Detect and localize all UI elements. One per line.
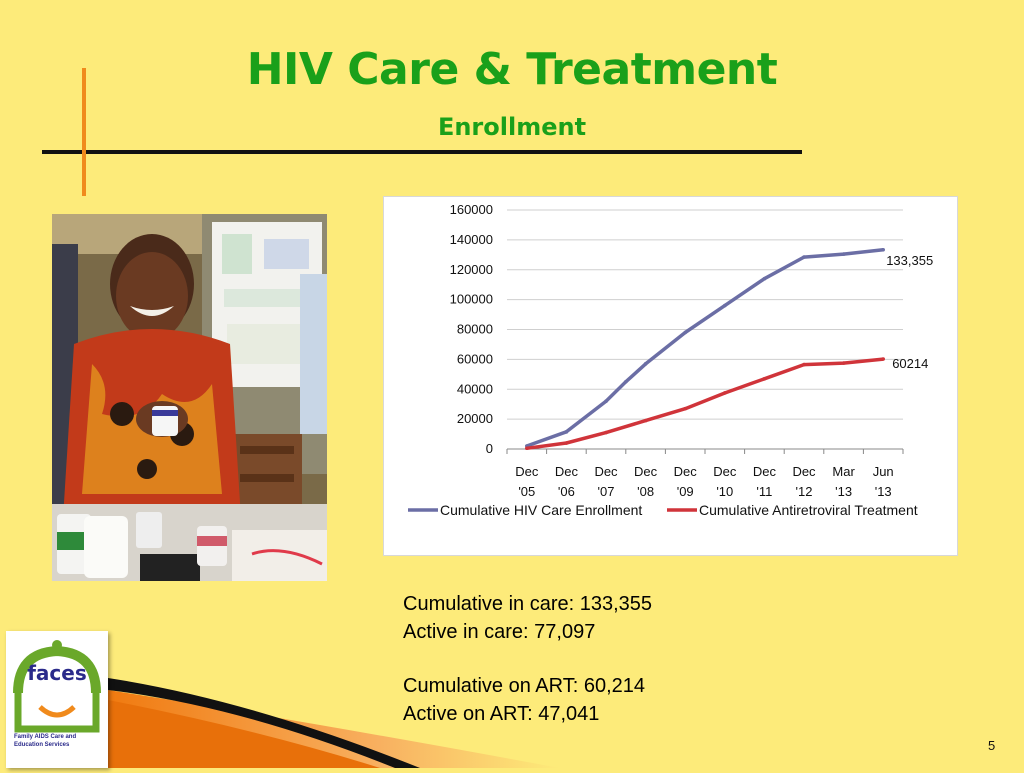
y-tick-label: 140000 <box>450 232 493 247</box>
logo-caption: Family AIDS Care and Education Services <box>14 734 77 748</box>
data-point <box>643 418 648 423</box>
data-point <box>881 248 885 252</box>
data-point <box>604 399 608 403</box>
x-tick-label: '13 <box>875 484 892 499</box>
x-tick-label: Dec <box>713 464 737 479</box>
x-tick-label: Dec <box>515 464 539 479</box>
slide-subtitle: Enrollment <box>437 113 587 141</box>
x-tick-label: '10 <box>716 484 733 499</box>
data-point <box>624 379 628 384</box>
data-point <box>762 276 767 281</box>
logo-wordmark: faces <box>27 661 87 685</box>
legend-label: Cumulative HIV Care Enrollment <box>440 502 642 518</box>
chart-canvas: 0 20000 40000 60000 80000 100000 120000 140000 1… <box>408 202 933 518</box>
x-tick-label: Dec <box>753 464 777 479</box>
cumulative-in-care-text: Cumulative in care: 133,355 <box>403 593 653 615</box>
y-tick-label: 160000 <box>450 202 493 217</box>
woman-holding-medicine-photo <box>52 214 327 581</box>
stats-block: Cumulative in care: 133,355 Active in ca… <box>403 590 652 728</box>
y-tick-label: 100000 <box>450 292 493 307</box>
data-point <box>881 357 885 361</box>
x-tick-label: '11 <box>756 484 772 499</box>
series-line <box>526 357 884 451</box>
slide-title: HIV Care & Treatment <box>246 44 778 95</box>
x-tick-label: '07 <box>598 484 615 499</box>
x-tick-label: Dec <box>594 464 618 479</box>
legend-label: Cumulative Antiretroviral Treatment <box>699 502 918 518</box>
x-tick-label: '09 <box>677 484 694 499</box>
data-point <box>604 430 608 435</box>
x-tick-label: Dec <box>555 464 579 479</box>
cumulative-on-art-text: Cumulative on ART: 60,214 <box>403 675 646 697</box>
stats-spacer <box>403 646 652 672</box>
y-tick-label: 40000 <box>457 381 493 396</box>
x-tick-label: '12 <box>796 484 813 499</box>
x-tick-label: Dec <box>634 464 658 479</box>
x-tick-label: '05 <box>518 484 535 499</box>
y-tick-label: 60000 <box>457 351 493 366</box>
x-tick-label: Jun <box>873 464 894 479</box>
enrollment-line-chart: 0 20000 40000 60000 80000 100000 120000 140000 1… <box>383 196 958 556</box>
data-label: 133,355 <box>886 253 933 268</box>
data-point <box>683 330 687 335</box>
data-label: 60214 <box>892 356 928 371</box>
data-point <box>723 391 727 395</box>
x-tick-label: '13 <box>835 484 852 499</box>
series-line <box>526 248 884 448</box>
active-on-art-text: Active on ART: 47,041 <box>403 703 600 725</box>
x-tick-label: Dec <box>674 464 698 479</box>
data-point <box>683 406 687 411</box>
data-point <box>564 430 569 434</box>
data-point <box>643 362 648 366</box>
title-accent-bar <box>82 68 86 196</box>
x-tick-label: Mar <box>832 464 855 479</box>
x-tick-label: '06 <box>558 484 575 499</box>
faces-logo-icon <box>13 640 101 733</box>
data-point <box>802 362 806 367</box>
y-tick-label: 120000 <box>450 262 493 277</box>
data-point <box>841 361 846 365</box>
data-point <box>723 303 727 308</box>
active-in-care-text: Active in care: 77,097 <box>403 621 596 643</box>
y-tick-label: 0 <box>486 441 493 456</box>
data-point <box>564 441 569 445</box>
data-point <box>525 446 529 451</box>
x-tick-label: Dec <box>792 464 816 479</box>
page-number: 5 <box>988 738 996 753</box>
x-tick-label: '08 <box>637 484 654 499</box>
y-tick-label: 80000 <box>457 322 493 337</box>
y-tick-label: 20000 <box>457 411 493 426</box>
data-point <box>802 255 806 259</box>
data-point <box>841 252 846 256</box>
title-underline <box>42 150 802 154</box>
faces-logo: faces Family AIDS Care and Education Ser… <box>6 631 108 768</box>
data-point <box>762 376 767 381</box>
